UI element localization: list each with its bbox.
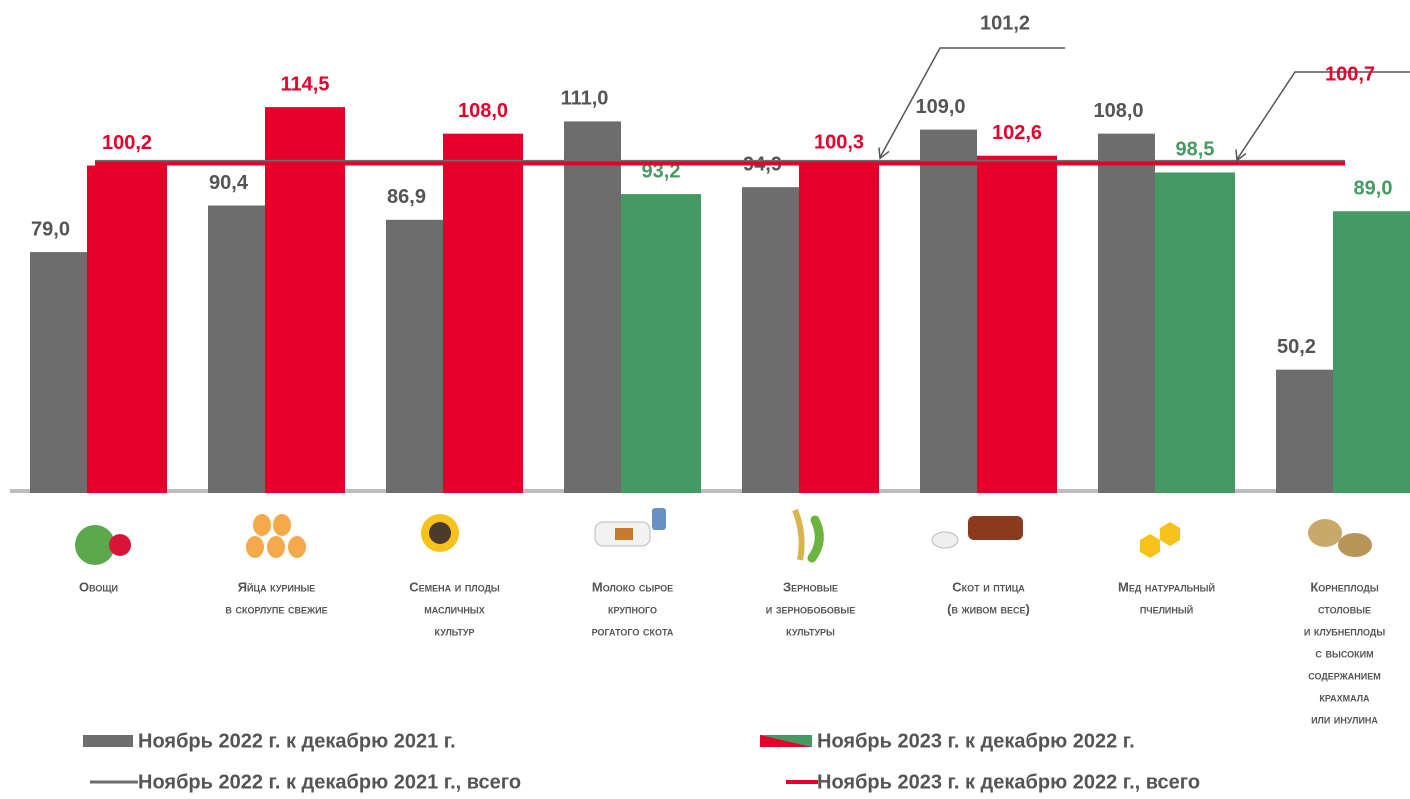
x-tick-label: рогатого скота: [592, 623, 674, 638]
value-label: 102,6: [992, 122, 1042, 144]
bar: [265, 107, 345, 493]
legend-label: Ноябрь 2023 г. к декабрю 2022 г.: [817, 730, 1135, 752]
icon-cattle: [968, 516, 1023, 540]
icon-grain: [792, 508, 805, 561]
legend-label: Ноябрь 2022 г. к декабрю 2021 г.: [138, 730, 456, 752]
x-tick-label: крахмала: [1319, 689, 1370, 704]
bar: [1276, 369, 1333, 493]
icon-goose: [931, 531, 959, 549]
value-label: 90,4: [209, 172, 249, 194]
x-tick-label: столовые: [1318, 601, 1371, 616]
callout-label: 101,2: [980, 12, 1030, 34]
legend-label: Ноябрь 2022 г. к декабрю 2021 г., всего: [138, 771, 521, 793]
bar: [977, 155, 1057, 493]
bar: [1333, 211, 1410, 493]
x-tick-label: Мед натуральный: [1118, 579, 1215, 594]
bar: [1155, 172, 1235, 494]
x-tick-label: содержанием: [1308, 667, 1381, 682]
x-tick-label: с высоким: [1315, 645, 1373, 660]
icon-eggs: [246, 536, 264, 558]
legend-label: Ноябрь 2023 г. к декабрю 2022 г., всего: [817, 771, 1200, 793]
callout-arrow: [1235, 149, 1247, 162]
icon-eggs: [273, 514, 291, 536]
value-label: 93,2: [642, 160, 681, 182]
icon-milk: [652, 508, 666, 530]
bar: [87, 165, 167, 493]
callout-arrow: [878, 147, 890, 160]
x-tick-label: крупного: [608, 601, 657, 616]
icon-peas: [807, 515, 824, 563]
icon-eggs: [267, 536, 285, 558]
value-label: 108,0: [458, 100, 508, 122]
x-tick-label: (в живом весе): [947, 601, 1030, 616]
x-tick-label: Молоко сырое: [592, 579, 673, 594]
bar: [920, 129, 977, 494]
x-tick-label: и клубнеплоды: [1304, 623, 1386, 638]
value-label: 50,2: [1277, 336, 1316, 358]
x-tick-label: и зернобобовые: [766, 601, 855, 616]
bar: [208, 205, 265, 494]
x-tick-label: Зерновые: [783, 579, 838, 594]
x-tick-label: в скорлупе свежие: [225, 601, 327, 616]
x-tick-label: Овощи: [79, 579, 118, 594]
value-label: 79,0: [31, 218, 70, 240]
legend-swatch: [760, 735, 812, 747]
bar: [30, 252, 87, 493]
icon-eggs: [253, 514, 271, 536]
x-tick-label: Скот и птица: [952, 579, 1025, 594]
value-label: 89,0: [1354, 178, 1393, 200]
bar: [742, 187, 799, 494]
x-tick-label: Яйца куриные: [238, 579, 316, 594]
bar: [386, 219, 443, 493]
value-label: 100,3: [814, 131, 864, 153]
callout-label: 100,7: [1325, 63, 1375, 85]
x-tick-label: Семена и плоды: [409, 579, 500, 594]
icons: [75, 508, 1372, 565]
icon-vegetables: [109, 534, 131, 556]
legend-swatch: [83, 735, 133, 747]
icon-cow: [615, 528, 633, 540]
callout-line: [1236, 71, 1410, 160]
x-tick-label: или инулина: [1311, 711, 1378, 726]
x-tick-label: культуры: [786, 623, 835, 638]
x-tick-label: культур: [435, 623, 475, 638]
bar: [564, 121, 621, 494]
x-tick-label: масличных: [424, 601, 484, 616]
icon-potato: [1338, 533, 1372, 557]
icon-vegetables: [75, 525, 115, 565]
value-label: 114,5: [281, 73, 330, 95]
bar: [621, 194, 701, 493]
value-label: 98,5: [1176, 139, 1215, 161]
callout-line: [879, 47, 1065, 158]
value-label: 100,2: [102, 132, 152, 154]
value-label: 109,0: [915, 96, 965, 118]
icon-sunflower: [429, 522, 451, 544]
bar: [799, 165, 879, 493]
x-tick-label: Корнеплоды: [1310, 579, 1379, 594]
bar: [1098, 133, 1155, 493]
bar: [443, 133, 523, 493]
value-label: 108,0: [1093, 100, 1143, 122]
icon-honey: [1140, 522, 1180, 558]
icon-potato: [1308, 519, 1342, 547]
x-tick-label: пчелиный: [1140, 601, 1193, 616]
value-label: 86,9: [387, 186, 426, 208]
value-label: 111,0: [561, 88, 609, 110]
icon-eggs: [288, 536, 306, 558]
